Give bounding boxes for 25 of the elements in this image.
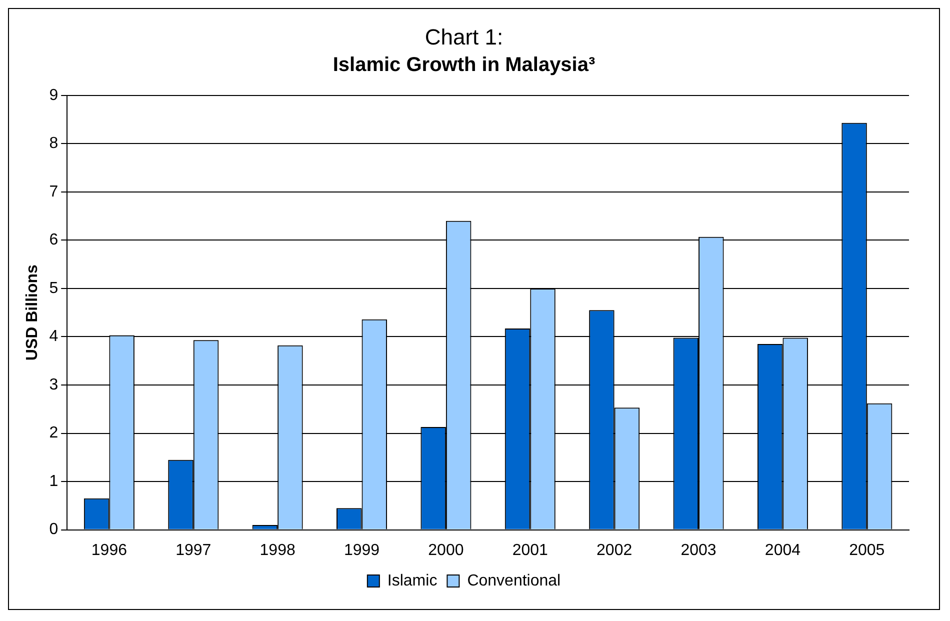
x-tick-label: 2001 bbox=[512, 542, 548, 559]
y-tick-label: 3 bbox=[49, 376, 58, 394]
y-tick-label: 1 bbox=[49, 472, 58, 490]
y-tick-label: 6 bbox=[49, 232, 58, 249]
x-tick-label: 2004 bbox=[764, 542, 801, 559]
y-tick-label: 8 bbox=[49, 135, 58, 152]
x-tick-label: 1999 bbox=[344, 542, 380, 559]
chart-title: Chart 1: bbox=[424, 24, 504, 50]
y-tick-label: 4 bbox=[49, 328, 58, 346]
y-tick-label: 7 bbox=[49, 183, 58, 200]
x-tick-label: 1996 bbox=[91, 542, 128, 559]
x-tick-label: 2003 bbox=[680, 542, 716, 559]
y-tick-label: 9 bbox=[49, 86, 58, 104]
x-tick-label: 2000 bbox=[428, 542, 464, 559]
x-tick-label: 1997 bbox=[176, 542, 212, 559]
y-tick-label: 2 bbox=[49, 424, 58, 442]
legend-label: Conventional bbox=[467, 572, 561, 590]
legend-label: Islamic bbox=[387, 572, 438, 590]
y-tick-label: 5 bbox=[49, 280, 58, 297]
x-tick-label: 1998 bbox=[260, 542, 296, 559]
y-tick-label: 0 bbox=[49, 521, 58, 538]
chart-subtitle: Islamic Growth in Malaysia³ bbox=[332, 54, 596, 76]
x-tick-label: 2005 bbox=[849, 542, 885, 559]
y-axis-title: USD Billions bbox=[24, 264, 42, 361]
x-tick-label: 2002 bbox=[596, 542, 632, 559]
